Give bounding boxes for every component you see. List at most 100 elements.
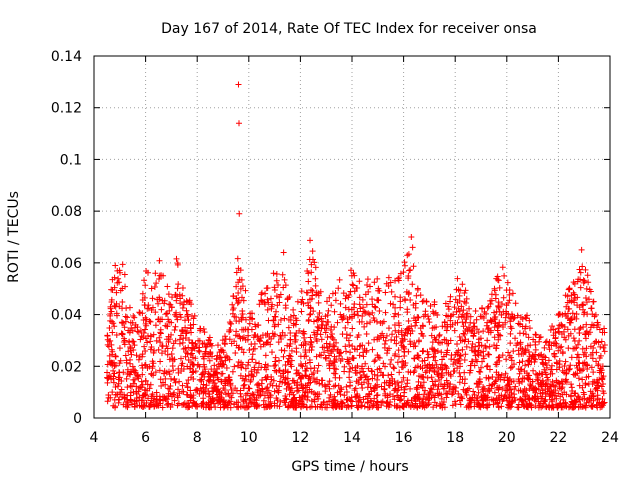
data-point [409,281,416,288]
data-point [185,377,192,384]
data-point [481,385,488,392]
data-point [387,300,394,307]
data-point [522,346,529,353]
data-point [331,324,338,331]
data-point [272,354,279,361]
data-point [576,337,583,344]
data-point [443,351,450,358]
data-point [311,398,318,405]
data-point [475,352,482,359]
data-point [459,281,466,288]
data-point [256,338,263,345]
data-point [359,296,366,303]
data-point [537,352,544,359]
data-point [159,397,166,404]
data-point [576,326,583,333]
data-point [534,376,541,383]
data-point [444,347,451,354]
data-point [346,360,353,367]
data-point [492,361,499,368]
data-point [144,339,151,346]
data-point [310,375,317,382]
data-point [376,308,383,315]
data-point [326,378,333,385]
data-point [351,272,358,279]
data-point [424,374,431,381]
data-point [561,323,568,330]
data-point [467,327,474,334]
data-point [570,297,577,304]
data-point [130,313,137,320]
data-point [183,380,190,387]
data-point [226,392,233,399]
data-point [292,315,299,322]
data-point [236,276,243,283]
data-point [226,356,233,363]
data-point [336,276,343,283]
data-point [326,343,333,350]
data-point [415,314,422,321]
data-point [179,305,186,312]
data-point [168,331,175,338]
data-point [321,325,328,332]
data-point [325,381,332,388]
data-point [301,392,308,399]
data-point [453,308,460,315]
data-point [435,370,442,377]
data-point [546,346,553,353]
data-point [438,395,445,402]
data-point [175,386,182,393]
data-point [385,274,392,281]
data-point [393,404,400,411]
data-point [346,374,353,381]
data-point [450,311,457,318]
data-point [163,323,170,330]
data-point [560,400,567,407]
data-point [327,327,334,334]
data-point [587,343,594,350]
data-point [139,371,146,378]
data-point [381,344,388,351]
data-point [494,327,501,334]
data-point [480,352,487,359]
data-point [495,331,502,338]
data-point [519,375,526,382]
data-point [389,331,396,338]
data-point [298,381,305,388]
data-point [222,391,229,398]
data-point [201,329,208,336]
data-point [414,403,421,410]
data-point [183,349,190,356]
data-point [549,378,556,385]
data-point [271,321,278,328]
data-point [195,347,202,354]
data-point [349,364,356,371]
data-point [421,357,428,364]
y-tick-label: 0.02 [51,359,82,375]
data-point [309,256,316,263]
data-point [219,337,226,344]
data-point [313,353,320,360]
data-point [166,301,173,308]
data-point [452,296,459,303]
data-point [374,372,381,379]
data-point [512,397,519,404]
data-point [202,390,209,397]
data-point [447,323,454,330]
data-point [157,376,164,383]
data-point [532,403,539,410]
data-point [205,377,212,384]
data-point [127,368,134,375]
data-point [242,287,249,294]
data-point [365,365,372,372]
data-point [567,403,574,410]
data-point [294,298,301,305]
data-point [210,377,217,384]
data-point [543,338,550,345]
data-point [361,372,368,379]
data-point [396,396,403,403]
data-point [123,375,130,382]
data-point [501,374,508,381]
data-point [159,379,166,386]
data-point [438,361,445,368]
